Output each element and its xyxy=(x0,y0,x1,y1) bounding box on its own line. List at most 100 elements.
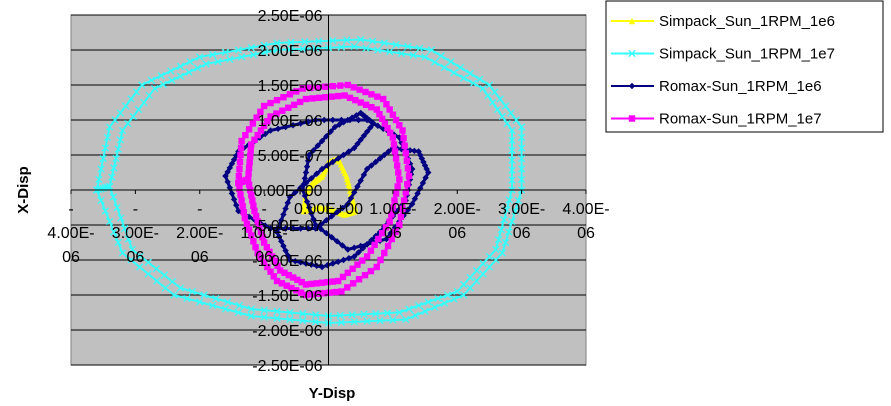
data-point xyxy=(512,116,520,124)
data-point xyxy=(450,69,458,77)
x-tick-label: 4.00E-06 xyxy=(562,201,609,242)
data-point xyxy=(408,165,416,173)
data-point xyxy=(421,162,429,169)
data-point xyxy=(397,49,406,58)
data-point xyxy=(419,179,427,187)
data-point xyxy=(260,306,268,314)
data-point xyxy=(411,147,418,155)
y-tick-label: -2.00E-06 xyxy=(252,323,322,340)
data-point xyxy=(361,271,369,279)
data-point xyxy=(278,217,285,224)
x-tick-label: 3.00E-06 xyxy=(498,201,545,242)
data-point xyxy=(372,310,380,318)
data-point xyxy=(318,165,326,173)
data-point xyxy=(111,116,119,124)
y-tick-label: -1.00E-06 xyxy=(252,253,322,270)
data-point xyxy=(248,141,255,148)
data-point xyxy=(322,94,329,101)
data-point xyxy=(224,178,231,186)
data-point xyxy=(318,137,326,145)
data-point xyxy=(389,316,397,324)
data-point xyxy=(492,245,500,254)
data-point xyxy=(327,128,334,135)
data-point xyxy=(273,307,281,315)
data-point xyxy=(440,63,449,72)
data-point xyxy=(290,101,298,109)
data-point xyxy=(228,160,236,167)
data-point xyxy=(508,126,516,135)
data-point xyxy=(395,169,402,176)
data-point xyxy=(362,101,370,109)
data-point xyxy=(254,218,261,225)
data-point xyxy=(247,305,255,313)
legend-item: Simpack_Sun_1RPM_1e6 xyxy=(611,13,835,30)
data-point xyxy=(297,120,304,127)
data-point xyxy=(170,291,178,299)
data-point xyxy=(256,223,263,230)
data-point xyxy=(267,268,274,275)
data-point xyxy=(508,156,516,164)
data-point xyxy=(396,221,403,229)
data-point xyxy=(310,147,317,154)
data-point xyxy=(278,238,285,245)
data-point xyxy=(260,102,268,110)
data-point xyxy=(307,84,314,92)
data-point xyxy=(393,162,401,169)
data-point xyxy=(305,204,313,211)
data-point xyxy=(116,109,125,117)
data-point xyxy=(239,203,246,210)
data-point xyxy=(235,172,243,180)
data-point xyxy=(392,190,400,197)
data-point xyxy=(95,185,103,194)
data-point xyxy=(310,215,317,223)
data-point xyxy=(303,163,311,170)
data-point xyxy=(168,277,177,286)
data-point xyxy=(101,207,109,215)
data-point xyxy=(384,124,391,132)
data-point xyxy=(355,116,362,124)
data-point xyxy=(404,206,412,214)
data-point xyxy=(415,148,422,155)
data-point xyxy=(273,46,281,54)
legend: Simpack_Sun_1RPM_1e6 Simpack_Sun_1RPM_1e7… xyxy=(605,0,884,133)
data-point xyxy=(352,96,359,104)
data-point xyxy=(286,91,294,98)
data-point xyxy=(251,207,258,215)
data-point xyxy=(360,171,368,179)
data-point xyxy=(421,307,429,315)
data-point xyxy=(508,217,516,226)
data-point xyxy=(376,155,384,162)
data-point xyxy=(261,48,269,56)
data-point xyxy=(357,99,364,106)
data-point xyxy=(308,175,315,182)
data-point xyxy=(103,133,112,142)
data-point xyxy=(160,271,169,279)
data-point xyxy=(323,217,330,224)
data-point xyxy=(349,280,357,287)
data-point xyxy=(185,68,193,76)
data-point xyxy=(485,81,494,89)
data-point xyxy=(340,151,347,159)
data-point xyxy=(105,123,114,131)
data-point xyxy=(324,162,331,169)
data-point xyxy=(257,108,264,116)
data-point xyxy=(411,311,420,320)
data-point xyxy=(238,137,245,145)
data-point xyxy=(517,154,526,163)
data-point xyxy=(344,116,352,124)
legend-item: Simpack_Sun_1RPM_1e7 xyxy=(611,46,835,63)
data-point xyxy=(233,201,240,209)
data-point xyxy=(501,102,510,110)
data-point xyxy=(472,266,481,275)
data-point xyxy=(300,180,308,188)
data-point xyxy=(301,38,309,46)
data-point xyxy=(127,256,135,264)
data-point xyxy=(383,235,390,243)
data-point xyxy=(485,252,494,261)
data-point xyxy=(270,273,277,280)
series-layer xyxy=(93,35,526,327)
data-point xyxy=(268,253,276,260)
data-point xyxy=(248,192,255,199)
data-point xyxy=(260,122,268,130)
data-point xyxy=(282,247,289,254)
